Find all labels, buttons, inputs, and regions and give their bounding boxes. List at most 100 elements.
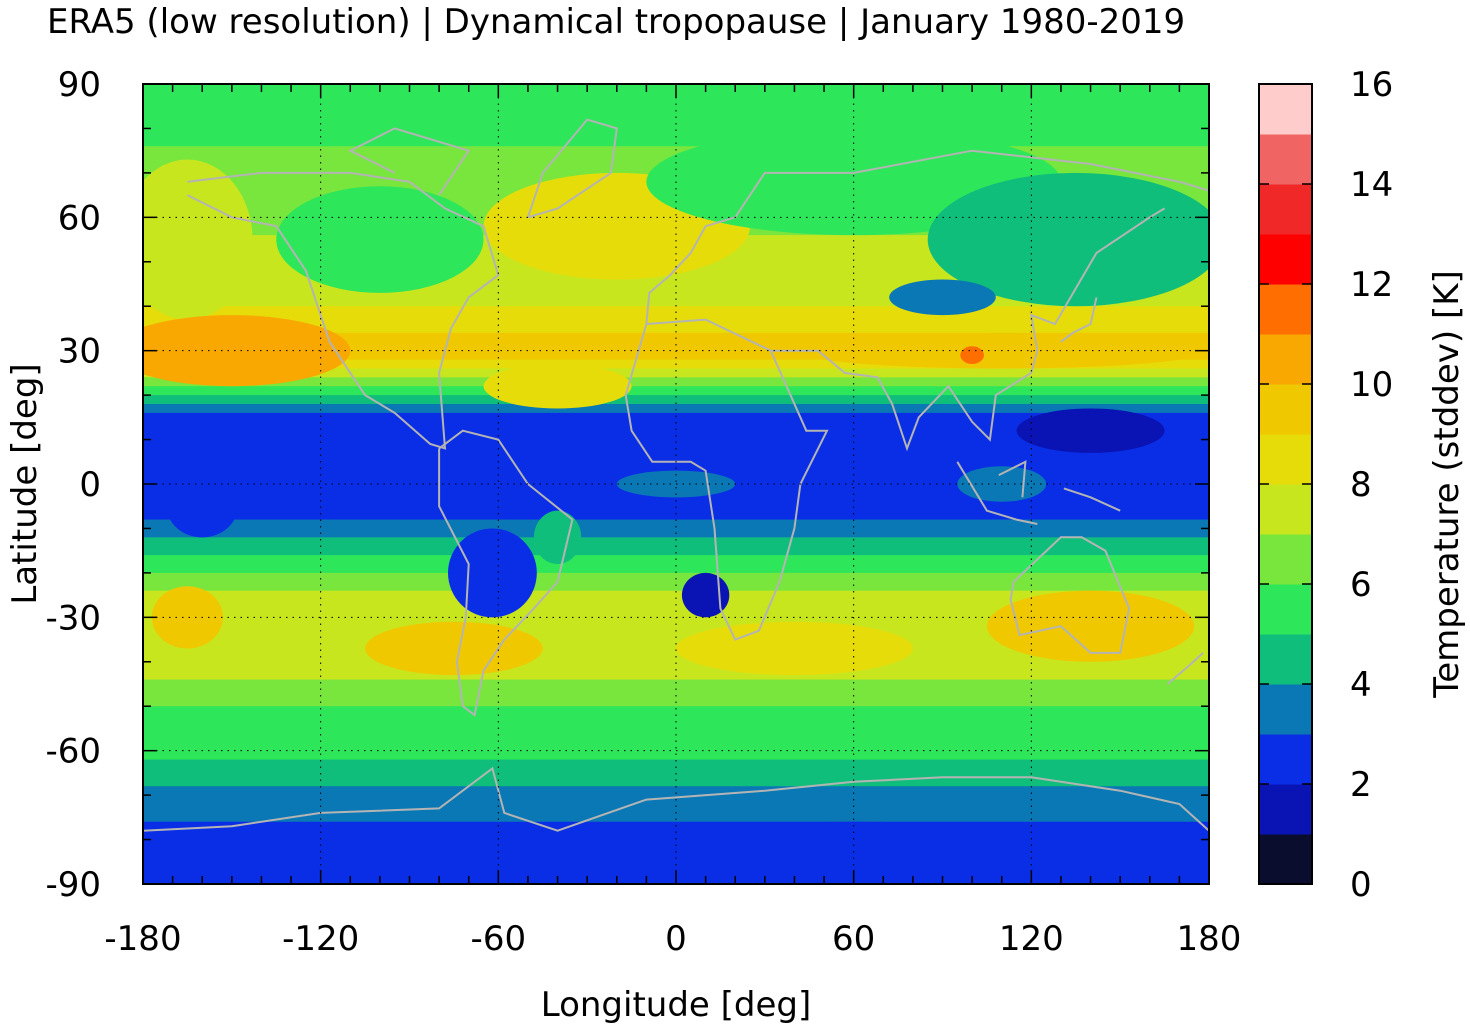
heatmap-feature [151, 586, 223, 649]
heatmap-band [143, 448, 1209, 458]
heatmap-band [143, 741, 1209, 752]
heatmap-band [143, 804, 1209, 814]
coastline [1166, 652, 1204, 685]
colorbar-tick-label: 8 [1350, 465, 1372, 505]
coastline [143, 766, 1209, 832]
colorbar-tick-label: 14 [1350, 165, 1393, 205]
colorbar-swatch [1259, 584, 1312, 635]
heatmap-band [143, 706, 1209, 716]
colorbar-swatch [1259, 684, 1312, 735]
x-tick-label: -60 [471, 919, 527, 959]
colorbar-swatch [1259, 434, 1312, 485]
coastline [1060, 297, 1098, 343]
y-tick-label: 90 [58, 65, 101, 105]
gridlines [143, 84, 1209, 884]
y-tick-label: 60 [58, 198, 101, 238]
chart-title: ERA5 (low resolution) | Dynamical tropop… [47, 2, 1185, 42]
x-tick-label: -180 [104, 919, 181, 959]
heatmap-feature [533, 510, 582, 564]
heatmap-band [143, 608, 1209, 618]
heatmap-feature [681, 572, 730, 618]
heatmap-band [143, 715, 1209, 725]
heatmap-band [143, 777, 1209, 787]
heatmap-band [143, 564, 1209, 574]
heatmap-band [143, 101, 1209, 112]
coastline [526, 118, 618, 219]
colorbar-tick-label: 2 [1350, 765, 1372, 805]
heatmap-band [143, 679, 1209, 690]
heatmap-band [143, 732, 1209, 743]
heatmap-feature [447, 528, 537, 618]
colorbar-swatch [1259, 734, 1312, 785]
coastline [186, 171, 500, 450]
x-tick-labels: -180 -120 -60 0 60 120 180 [104, 919, 1241, 959]
heatmap-band [143, 670, 1209, 681]
heatmap-feature [986, 590, 1195, 662]
heatmap-feature [960, 346, 984, 364]
y-tick-labels: 90 60 30 0 -30 -60 -90 [45, 65, 101, 905]
coastline [770, 207, 1166, 452]
colorbar-swatch [1259, 184, 1312, 235]
heatmap-band [143, 350, 1209, 361]
heatmap-band [143, 759, 1209, 770]
x-tick-label: -120 [282, 919, 359, 959]
heatmap-band [143, 279, 1209, 290]
colorbar-tick-label: 10 [1350, 365, 1393, 405]
coastline [1063, 487, 1121, 512]
heatmap-band [143, 395, 1209, 405]
heatmap-feature [143, 159, 253, 320]
heatmap-band [143, 306, 1209, 316]
colorbar-tick-label: 16 [1350, 65, 1393, 105]
colorbar-swatch [1259, 134, 1312, 185]
heatmap-band [143, 590, 1209, 601]
colorbar-swatch [1259, 634, 1312, 685]
colorbar-swatch [1259, 834, 1312, 885]
heatmap-band [143, 581, 1209, 592]
coastline [438, 429, 574, 717]
colorbar-swatch [1259, 384, 1312, 435]
heatmap-area [143, 84, 1209, 884]
y-tick-label: 0 [79, 465, 101, 505]
colorbar-tick-label: 12 [1350, 265, 1393, 305]
heatmap-band [143, 341, 1209, 352]
heatmap-band [143, 297, 1209, 307]
axis-ticks [142, 83, 1210, 885]
colorbar-label: Temperature (stddev) [K] [1427, 270, 1467, 699]
heatmap-band [143, 644, 1209, 654]
coastline [998, 460, 1027, 498]
heatmap-feature [276, 186, 484, 293]
heatmap-feature [889, 279, 996, 316]
colorbar-swatch [1259, 534, 1312, 585]
coastline [1009, 536, 1131, 654]
heatmap-band [143, 812, 1209, 823]
heatmap-band [143, 270, 1209, 281]
heatmap-band [143, 412, 1209, 423]
heatmap-band [143, 510, 1209, 521]
coastline [348, 127, 471, 196]
x-axis-label: Longitude [deg] [541, 985, 812, 1025]
x-tick-label: 120 [999, 919, 1064, 959]
heatmap-feature [143, 315, 351, 387]
heatmap-band [143, 635, 1209, 645]
heatmap-band [143, 377, 1209, 387]
coastline [956, 461, 1038, 525]
heatmap-band [143, 652, 1209, 663]
heatmap-feature [927, 172, 1209, 307]
heatmap-band [143, 786, 1209, 796]
heatmap-band [143, 572, 1209, 583]
colorbar-swatch [1259, 334, 1312, 385]
colorbar-swatch [1259, 784, 1312, 835]
colorbar-swatch [1259, 284, 1312, 335]
heatmap-features [143, 128, 1209, 884]
coastline [645, 149, 1209, 325]
y-tick-label: -30 [45, 598, 101, 638]
heatmap-band [143, 110, 1209, 121]
y-tick-label: 30 [58, 332, 101, 372]
heatmap-feature [166, 475, 238, 538]
heatmap-band [143, 315, 1209, 325]
heatmap-band [143, 750, 1209, 761]
x-tick-label: 60 [832, 919, 875, 959]
heatmap-band [143, 137, 1209, 147]
heatmap-band [143, 661, 1209, 672]
